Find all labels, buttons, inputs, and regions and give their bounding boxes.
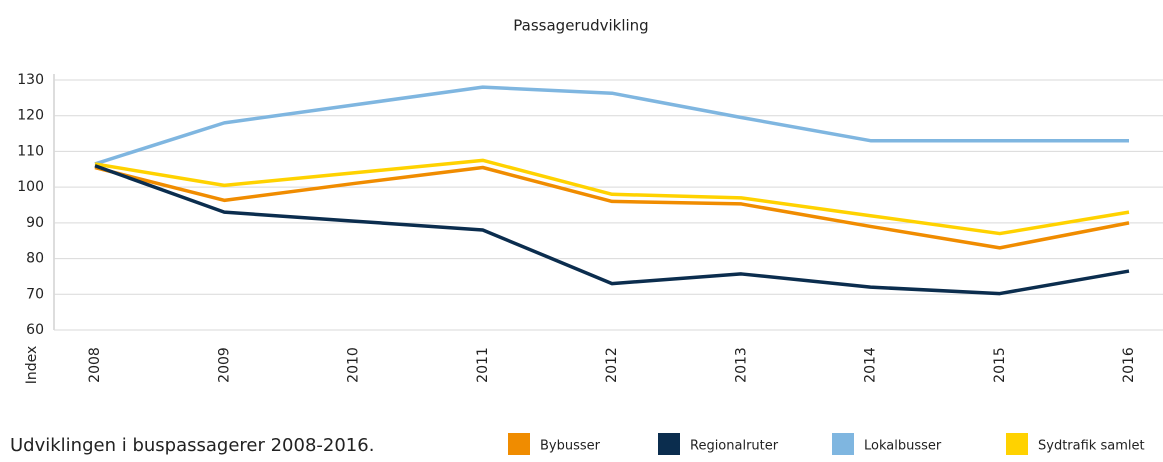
y-tick-label: 130	[17, 72, 44, 88]
y-tick-label: 100	[17, 179, 44, 195]
legend-swatch	[1006, 433, 1028, 455]
y-tick-label: 120	[17, 108, 44, 124]
legend-swatch	[832, 433, 854, 455]
legend-label: Lokalbusser	[864, 439, 942, 454]
x-tick-label: 2013	[733, 347, 749, 383]
x-tick-label: 2010	[346, 347, 362, 383]
series-line	[94, 85, 1129, 166]
series-line	[94, 158, 1130, 236]
legend-label: Bybusser	[540, 439, 601, 454]
legend-label: Sydtrafik samlet	[1038, 439, 1145, 454]
x-tick-label: 2008	[87, 347, 103, 383]
legend-swatch	[508, 433, 530, 455]
caption: Udviklingen i buspassagerer 2008-2016.	[10, 435, 374, 456]
series-line	[94, 165, 1130, 250]
x-tick-label: 2011	[475, 347, 491, 383]
y-tick-label: 110	[17, 143, 44, 159]
y-tick-label: 90	[26, 215, 44, 231]
x-tick-label: 2015	[992, 347, 1008, 383]
legend-swatch	[658, 433, 680, 455]
x-tick-label: 2012	[604, 347, 620, 383]
x-tick-label: 2014	[863, 347, 879, 383]
y-tick-label: 80	[26, 251, 44, 267]
y-axis-label: Index	[24, 346, 40, 385]
series-line	[94, 164, 1130, 296]
x-tick-label: 2016	[1121, 347, 1137, 383]
x-tick-label: 2009	[216, 347, 232, 383]
y-tick-label: 60	[26, 322, 44, 338]
chart-title: Passagerudvikling	[513, 17, 648, 35]
y-tick-label: 70	[26, 286, 44, 302]
legend-label: Regionalruter	[690, 439, 779, 454]
